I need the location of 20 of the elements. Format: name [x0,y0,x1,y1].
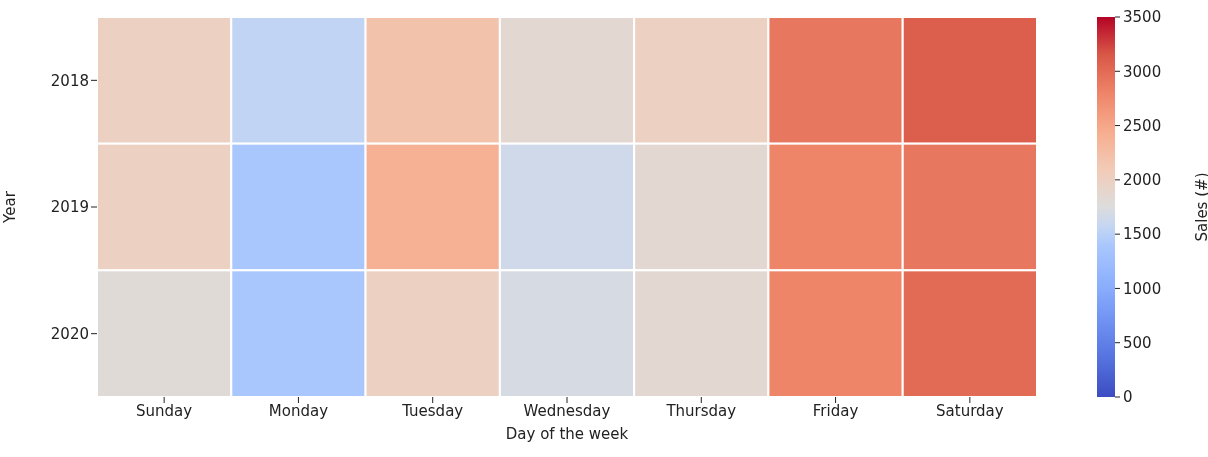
x-axis-title: Day of the week [505,425,629,443]
x-tick-label: Wednesday [523,401,611,420]
y-tick-label: 2019 [50,198,89,217]
x-tick-label: Sunday [136,401,193,420]
x-tick-label: Thursday [665,401,737,420]
color-bar-label: 2500 [1123,116,1162,135]
color-bar-label: 2000 [1123,171,1162,190]
color-bar-label: 3000 [1123,62,1162,81]
x-tick-label: Tuesday [401,401,464,420]
color-bar-label: 1000 [1123,279,1162,298]
x-tick-label: Monday [268,401,329,420]
y-axis-title: Year [1,190,20,224]
color-bar-label: 500 [1123,333,1152,352]
x-tick-label: Saturday [936,401,1004,420]
color-bar-label: 3500 [1123,8,1162,27]
color-bar-label: 0 [1123,388,1133,407]
color-bar-label: 1500 [1123,225,1162,244]
y-tick-label: 2020 [50,324,89,343]
y-tick-label: 2018 [50,71,89,90]
x-tick-label: Friday [812,401,859,420]
